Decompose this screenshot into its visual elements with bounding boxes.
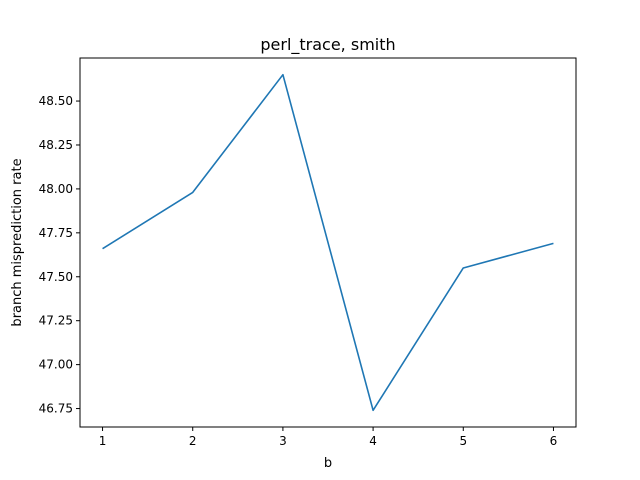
y-tick-label: 47.50 <box>39 270 73 284</box>
x-tick-label: 6 <box>550 434 558 448</box>
x-tick-label: 1 <box>99 434 107 448</box>
y-tick-label: 48.50 <box>39 94 73 108</box>
x-tick-label: 4 <box>369 434 377 448</box>
series-layer <box>102 73 554 412</box>
y-tick-label: 48.00 <box>39 182 73 196</box>
x-tick-label: 3 <box>279 434 287 448</box>
x-axis: 1 2 3 4 5 6 <box>99 427 558 448</box>
x-tick-label: 2 <box>189 434 197 448</box>
y-tick-label: 48.25 <box>39 138 73 152</box>
y-axis-label: branch misprediction rate <box>10 158 25 326</box>
y-axis: 46.75 47.00 47.25 47.50 47.75 48.00 48.25 48.50 <box>39 94 80 416</box>
y-tick-label: 47.75 <box>39 226 73 240</box>
axes-frame <box>79 57 577 428</box>
plot-area: 1 2 3 4 5 6 46.75 47.00 47.25 47.50 47.75 48.00 48.… <box>39 57 577 448</box>
y-tick-label: 47.00 <box>39 358 73 372</box>
x-tick-label: 5 <box>459 434 467 448</box>
y-tick-label: 46.75 <box>39 402 73 416</box>
chart-title: perl_trace, smith <box>260 35 395 55</box>
y-tick-label: 47.25 <box>39 314 73 328</box>
x-axis-label: b <box>324 456 332 471</box>
series-line-0 <box>102 73 554 412</box>
